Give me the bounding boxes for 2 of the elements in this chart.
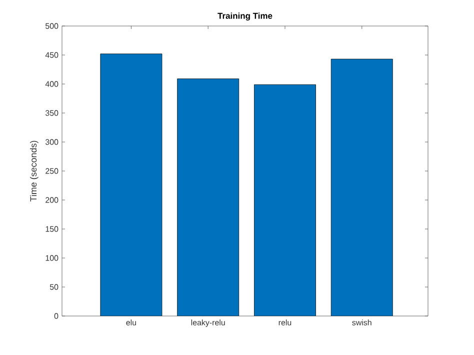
chart-title: Training Time	[218, 12, 272, 21]
y-axis-title: Time (seconds)	[30, 140, 38, 202]
